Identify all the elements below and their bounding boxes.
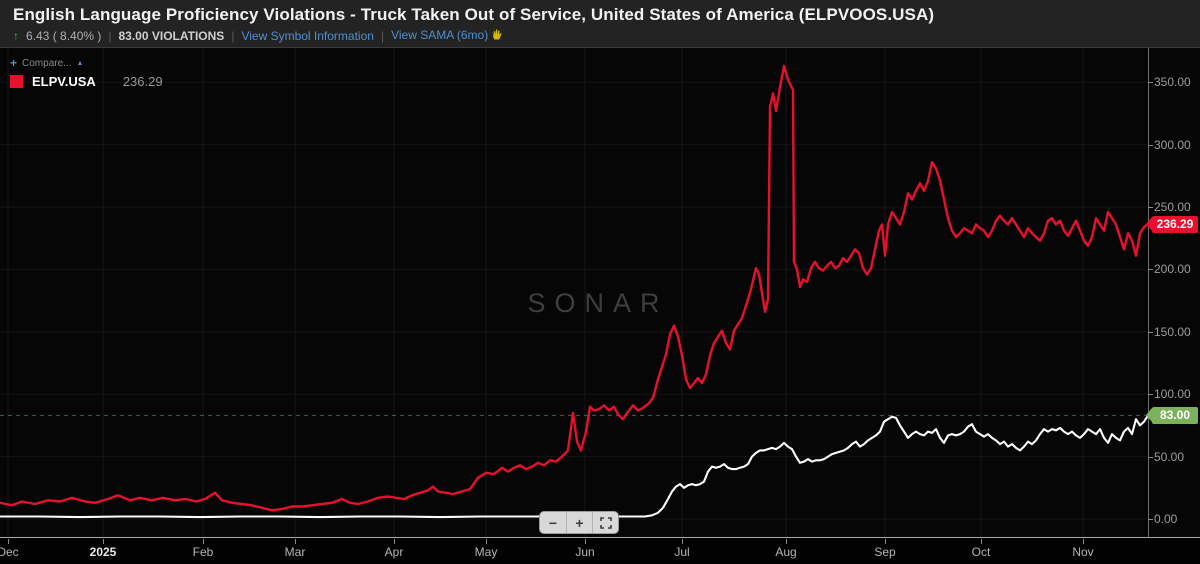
elpv-usa-line bbox=[0, 64, 1148, 512]
x-axis-label: Dec bbox=[0, 545, 19, 559]
y-axis-tick bbox=[1148, 331, 1153, 333]
zoom-in-button[interactable]: + bbox=[566, 512, 592, 533]
sonar-watermark: SONAR bbox=[527, 288, 669, 318]
chart-area[interactable]: + Compare... ▲ ELPV.USA 236.29 SONAR 0.0… bbox=[0, 48, 1200, 537]
y-axis-label: 50.00 bbox=[1154, 449, 1185, 464]
symbol-stats-row: ↑ 6.43 ( 8.40% ) | 83.00 VIOLATIONS | Vi… bbox=[13, 28, 1200, 44]
series-color-swatch bbox=[10, 75, 23, 88]
main-series-price-badge: 83.00 bbox=[1146, 406, 1198, 424]
red-series-price-badge: 236.29 bbox=[1146, 215, 1198, 233]
x-axis-label: Feb bbox=[192, 545, 214, 559]
y-axis-label: 100.00 bbox=[1154, 387, 1191, 402]
series-last-value: 236.29 bbox=[122, 74, 163, 89]
trend-up-icon: ↑ bbox=[13, 29, 19, 43]
y-axis-label: 300.00 bbox=[1154, 137, 1191, 152]
x-axis-label: Sep bbox=[874, 545, 896, 559]
separator: | bbox=[108, 29, 112, 43]
x-axis-tick bbox=[682, 539, 683, 544]
change-value: 6.43 ( 8.40% ) bbox=[26, 29, 102, 43]
x-axis-tick bbox=[103, 539, 104, 544]
reset-zoom-button[interactable] bbox=[592, 512, 618, 533]
x-axis-label: Oct bbox=[971, 545, 991, 559]
x-axis-tick bbox=[1083, 539, 1084, 544]
x-axis-label: Apr bbox=[384, 545, 404, 559]
x-axis-tick bbox=[203, 539, 204, 544]
sama-hand-icon bbox=[491, 28, 504, 44]
separator: | bbox=[380, 29, 385, 43]
elpvoos-usa-line bbox=[0, 414, 1148, 519]
chevron-up-icon: ▲ bbox=[76, 59, 84, 67]
x-axis-tick bbox=[295, 539, 296, 544]
y-axis-tick bbox=[1148, 519, 1153, 520]
x-axis-tick bbox=[585, 539, 586, 544]
x-axis-label: Aug bbox=[775, 545, 797, 559]
y-axis-tick bbox=[1148, 269, 1153, 271]
x-axis-tick bbox=[981, 539, 982, 544]
view-symbol-information-link[interactable]: View Symbol Information bbox=[241, 29, 374, 43]
y-axis-label: 150.00 bbox=[1154, 324, 1191, 339]
y-axis-label: 200.00 bbox=[1154, 262, 1191, 277]
x-axis-label: Nov bbox=[1072, 545, 1094, 559]
zoom-toolbar: − + bbox=[540, 512, 618, 533]
y-axis-tick bbox=[1148, 394, 1153, 396]
chart-canvas[interactable] bbox=[0, 48, 1148, 537]
y-axis-tick bbox=[1148, 144, 1153, 146]
x-axis-label: Jul bbox=[674, 545, 690, 559]
series-symbol-label: ELPV.USA bbox=[32, 74, 96, 89]
x-axis-label: Mar bbox=[284, 545, 306, 559]
x-axis-label: May bbox=[474, 545, 498, 559]
y-axis-tick bbox=[1148, 82, 1153, 84]
y-axis-label: 350.00 bbox=[1154, 75, 1191, 90]
x-axis-tick bbox=[786, 539, 787, 544]
violations-value: 83.00 VIOLATIONS bbox=[118, 29, 225, 43]
y-axis-label: 0.00 bbox=[1154, 512, 1178, 526]
x-axis[interactable]: Dec 2025 Feb Mar Apr May Jun Jul Aug Sep Oct Nov bbox=[0, 537, 1200, 564]
x-axis-label: Jun bbox=[575, 545, 595, 559]
chart-header: English Language Proficiency Violations … bbox=[0, 0, 1200, 48]
legend-series-row[interactable]: ELPV.USA 236.29 bbox=[10, 74, 163, 89]
zoom-out-button[interactable]: − bbox=[548, 514, 558, 531]
x-axis-tick bbox=[885, 539, 886, 544]
view-sama-link[interactable]: View SAMA (6mo) bbox=[391, 28, 504, 44]
x-axis-tick bbox=[394, 539, 395, 544]
y-axis-label: 250.00 bbox=[1154, 200, 1191, 214]
compare-label: Compare... bbox=[22, 57, 72, 69]
x-axis-tick bbox=[486, 539, 487, 544]
page-title: English Language Proficiency Violations … bbox=[13, 5, 935, 24]
separator: | bbox=[231, 29, 235, 43]
x-axis-tick bbox=[8, 539, 9, 544]
compare-button[interactable]: + Compare... ▲ bbox=[10, 56, 83, 70]
x-axis-label: 2025 bbox=[89, 545, 117, 559]
y-axis-tick bbox=[1148, 456, 1153, 458]
y-axis-tick bbox=[1148, 207, 1153, 208]
plus-icon: + bbox=[10, 56, 18, 70]
y-axis-line bbox=[1148, 48, 1149, 537]
